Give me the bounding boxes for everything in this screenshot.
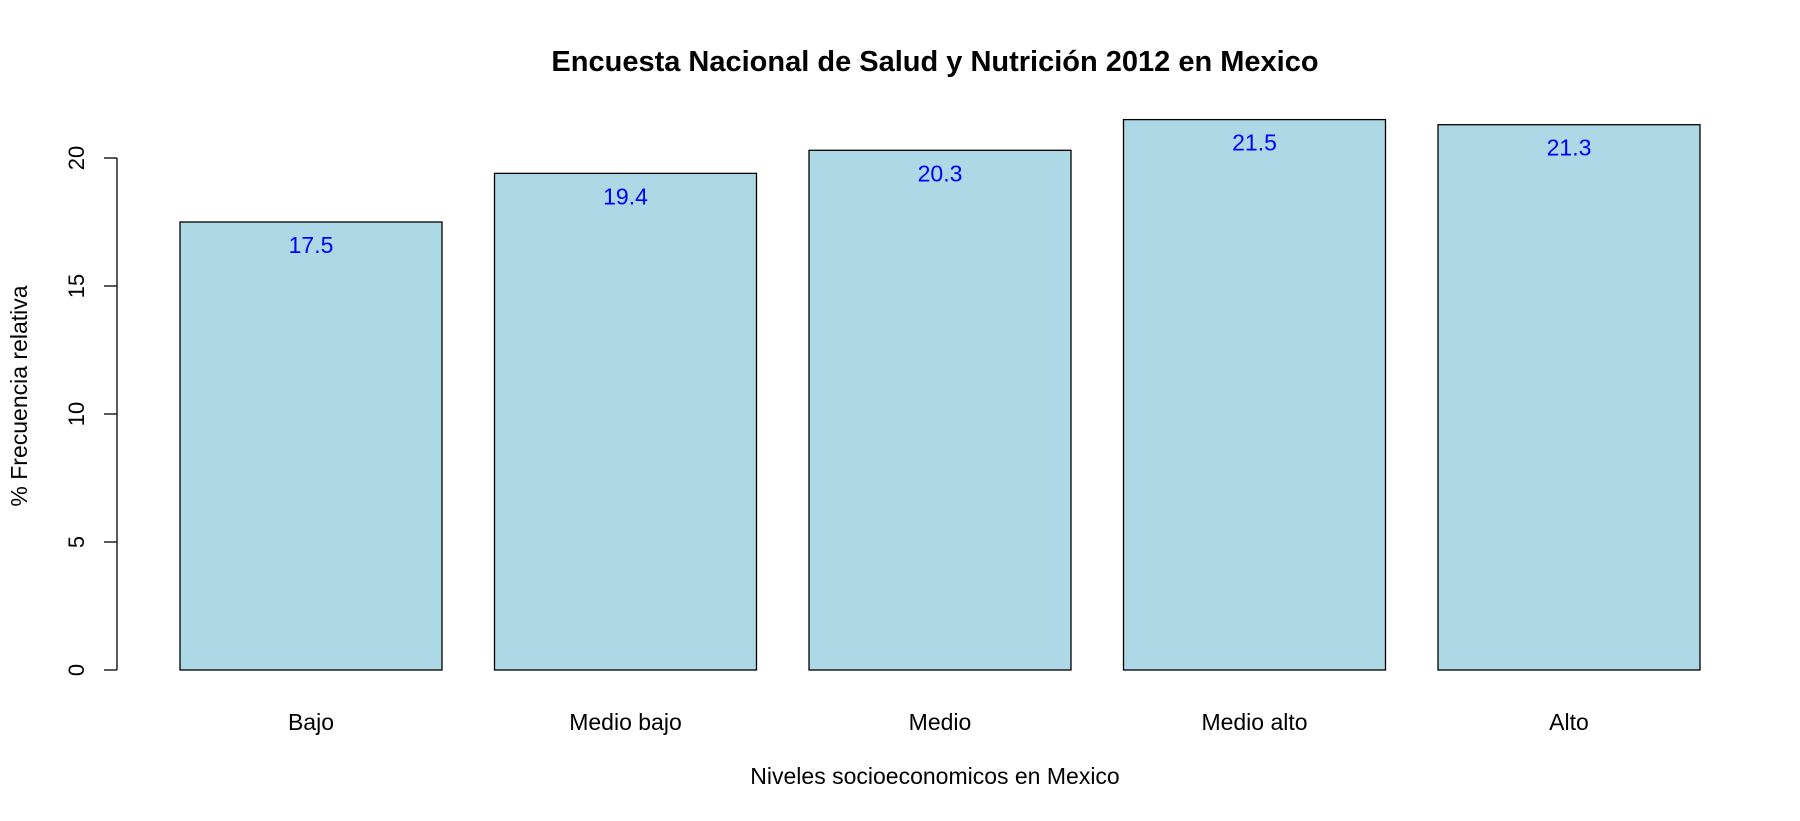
x-category-label: Medio alto [1201, 709, 1307, 735]
y-axis-ticks: 0 5 10 15 20 [64, 146, 117, 676]
x-axis-category-labels: Bajo Medio bajo Medio Medio alto Alto [288, 709, 1589, 735]
y-tick-label: 0 [64, 664, 89, 676]
y-tick-label: 5 [64, 536, 89, 548]
bar [1122, 118, 1387, 671]
bar-value-label: 19.4 [603, 183, 648, 209]
y-tick-label: 15 [64, 274, 89, 298]
bar-value-label: 21.3 [1547, 135, 1592, 161]
chart-title: Encuesta Nacional de Salud y Nutrición 2… [551, 46, 1318, 78]
bar-value-label: 21.5 [1232, 130, 1277, 156]
bar [179, 221, 443, 671]
bar-value-label: 20.3 [918, 160, 963, 186]
bar [1437, 124, 1701, 671]
x-category-label: Medio bajo [569, 709, 682, 735]
data-labels-group: 17.5 19.4 20.3 21.5 21.3 [289, 130, 1592, 258]
bars-group [179, 118, 1701, 671]
y-axis-label: % Frecuencia relativa [6, 285, 32, 506]
x-category-label: Bajo [288, 709, 334, 735]
y-tick-label: 20 [64, 146, 89, 170]
bar [808, 149, 1072, 671]
x-axis-label: Niveles socioeconomicos en Mexico [750, 763, 1119, 789]
y-tick-label: 10 [64, 402, 89, 426]
x-category-label: Alto [1549, 709, 1589, 735]
bar [493, 172, 758, 671]
x-category-label: Medio [909, 709, 972, 735]
bar-value-label: 17.5 [289, 232, 334, 258]
